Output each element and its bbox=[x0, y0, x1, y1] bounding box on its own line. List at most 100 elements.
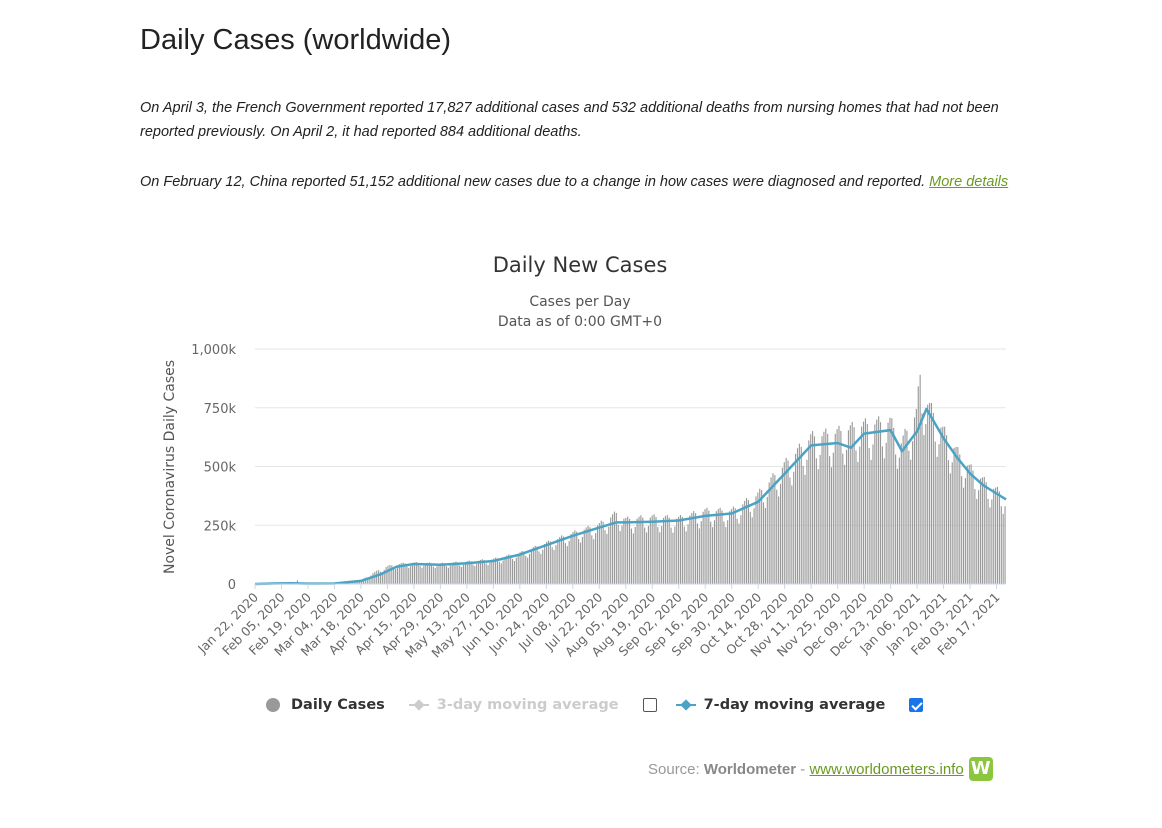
daily-bar bbox=[976, 498, 978, 584]
daily-bar bbox=[376, 570, 378, 584]
daily-bar bbox=[855, 450, 857, 584]
daily-bar bbox=[649, 517, 651, 584]
daily-bar bbox=[657, 527, 659, 584]
daily-bar bbox=[476, 563, 478, 584]
daily-bar bbox=[621, 525, 623, 584]
ma7-marker-icon bbox=[675, 699, 696, 711]
daily-bar bbox=[736, 518, 738, 584]
daily-bar bbox=[745, 498, 748, 584]
daily-bar bbox=[840, 430, 842, 584]
daily-bar bbox=[496, 558, 499, 584]
daily-bar bbox=[389, 565, 391, 584]
daily-bar bbox=[574, 530, 576, 584]
daily-bar bbox=[647, 525, 649, 584]
daily-bar bbox=[776, 489, 778, 584]
daily-bar bbox=[779, 483, 782, 584]
daily-bar bbox=[664, 516, 666, 584]
daily-bar bbox=[834, 433, 836, 584]
daily-bar bbox=[806, 459, 808, 584]
daily-bar bbox=[613, 511, 616, 584]
daily-bar bbox=[547, 540, 549, 584]
daily-bar bbox=[634, 527, 636, 584]
ma3-checkbox[interactable] bbox=[642, 698, 657, 712]
daily-bar bbox=[936, 456, 938, 584]
daily-bar bbox=[832, 452, 834, 584]
daily-bar bbox=[600, 520, 602, 584]
source-brand: Worldometer bbox=[703, 760, 797, 778]
daily-bar bbox=[987, 498, 989, 584]
daily-bar bbox=[612, 514, 614, 584]
daily-bar bbox=[513, 560, 516, 584]
daily-bar bbox=[542, 549, 544, 584]
daily-bar bbox=[910, 459, 912, 584]
daily-bar bbox=[700, 521, 702, 584]
daily-bar bbox=[721, 510, 723, 584]
worldometer-logo-icon[interactable]: W bbox=[968, 757, 993, 781]
daily-bar bbox=[847, 430, 849, 584]
daily-bar bbox=[934, 441, 936, 584]
daily-bar bbox=[838, 425, 840, 584]
daily-bar bbox=[498, 561, 500, 584]
daily-bar bbox=[695, 513, 697, 584]
daily-bar bbox=[400, 563, 402, 584]
daily-bar bbox=[723, 521, 725, 584]
daily-bar bbox=[768, 482, 770, 584]
daily-bar bbox=[712, 527, 714, 584]
daily-bar bbox=[896, 468, 899, 584]
daily-bar bbox=[396, 566, 399, 584]
daily-bar bbox=[927, 404, 929, 584]
daily-bar bbox=[872, 444, 874, 584]
daily-bar bbox=[962, 487, 965, 584]
legend-ma7[interactable]: 7-day moving average bbox=[675, 697, 885, 713]
daily-bar bbox=[576, 531, 578, 584]
daily-bar bbox=[685, 531, 687, 584]
daily-bar bbox=[438, 563, 440, 584]
ma7-checkbox[interactable] bbox=[909, 698, 924, 712]
daily-bar bbox=[564, 543, 566, 584]
daily-bar bbox=[738, 523, 740, 584]
legend-daily-cases[interactable]: Daily Cases bbox=[266, 697, 385, 713]
daily-bar bbox=[557, 539, 559, 584]
daily-bar bbox=[759, 488, 761, 584]
daily-bar bbox=[947, 460, 950, 584]
daily-bar bbox=[549, 541, 551, 584]
daily-bar bbox=[830, 467, 833, 584]
daily-bar bbox=[606, 533, 608, 584]
daily-bar bbox=[861, 426, 863, 584]
daily-bar bbox=[566, 546, 568, 584]
note-france: On April 3, the French Government report… bbox=[140, 100, 999, 140]
daily-bar bbox=[1000, 506, 1002, 584]
daily-bar bbox=[462, 564, 465, 584]
daily-bar bbox=[444, 563, 446, 584]
daily-bar bbox=[432, 566, 434, 584]
daily-bar bbox=[970, 464, 972, 584]
daily-bar bbox=[908, 450, 910, 584]
daily-bar bbox=[851, 421, 853, 584]
daily-bar bbox=[666, 514, 668, 584]
daily-bar bbox=[702, 511, 704, 584]
more-details-link[interactable]: More details bbox=[929, 174, 1009, 190]
daily-bar bbox=[381, 572, 383, 584]
source-prefix: Source: bbox=[648, 760, 704, 778]
legend-ma3[interactable]: 3-day moving average bbox=[408, 697, 619, 713]
daily-bar bbox=[385, 567, 387, 584]
daily-bar bbox=[568, 540, 570, 584]
daily-bar bbox=[993, 488, 995, 584]
daily-bar bbox=[787, 460, 789, 584]
daily-bar bbox=[749, 511, 751, 584]
daily-bar bbox=[844, 464, 846, 584]
daily-bar bbox=[859, 446, 861, 584]
daily-bar bbox=[395, 569, 397, 584]
daily-bar bbox=[913, 417, 916, 584]
daily-bar bbox=[391, 565, 393, 584]
daily-bar bbox=[985, 482, 987, 584]
daily-bar bbox=[878, 416, 880, 584]
daily-bar bbox=[679, 514, 682, 584]
y-axis-label: Novel Coronavirus Daily Cases bbox=[162, 360, 178, 574]
daily-bar bbox=[789, 477, 791, 584]
daily-bar bbox=[453, 562, 455, 584]
daily-bar bbox=[734, 508, 736, 584]
daily-bar bbox=[932, 412, 934, 584]
source-link[interactable]: www.worldometers.info bbox=[809, 760, 964, 778]
